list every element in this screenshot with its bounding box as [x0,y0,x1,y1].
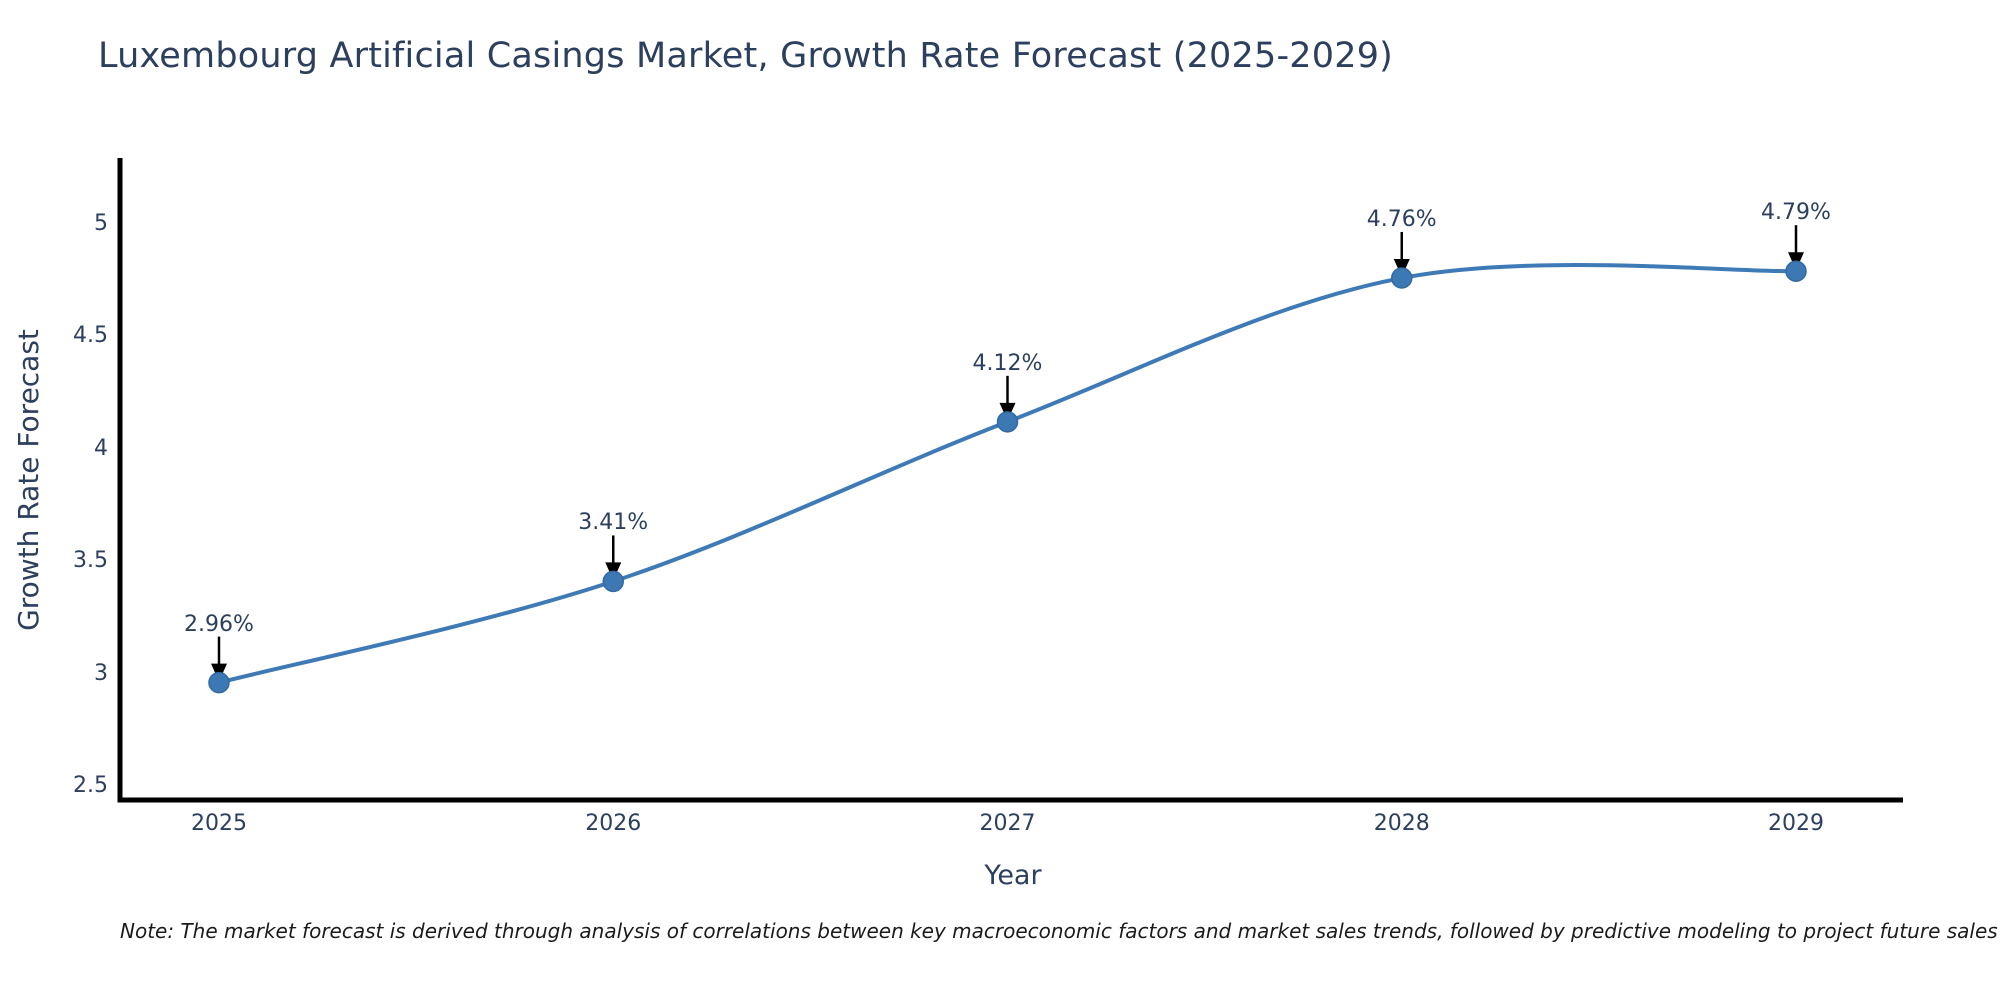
footnote: Note: The market forecast is derived thr… [120,919,1998,943]
data-point-marker [208,671,230,694]
y-tick-label: 4 [94,435,108,461]
data-point-marker [1785,260,1807,282]
x-tick-label: 2027 [979,811,1036,836]
x-tick-label: 2029 [1768,811,1824,836]
data-point-marker [602,570,624,593]
point-value-label: 4.79% [1761,200,1831,226]
x-tick-label: 2028 [1373,811,1430,836]
forecast-line [217,263,1798,685]
x-tick-label: 2025 [191,811,247,836]
y-tick-label: 3 [94,660,108,686]
point-value-label: 4.12% [972,350,1043,376]
point-value-label: 2.96% [184,611,254,637]
y-tick-label: 2.5 [73,773,108,798]
point-value-label: 4.76% [1366,206,1437,232]
chart-title: Luxembourg Artificial Casings Market, Gr… [98,36,1394,76]
point-value-label: 3.41% [578,510,649,536]
y-tick-label: 4.5 [73,323,108,349]
y-tick-label: 3.5 [73,548,108,574]
x-tick-label: 2026 [585,811,642,836]
data-point-marker [1391,267,1413,289]
y-tick-label: 5 [94,211,108,236]
data-point-marker [996,411,1019,433]
x-axis-title: Year [984,860,1042,891]
